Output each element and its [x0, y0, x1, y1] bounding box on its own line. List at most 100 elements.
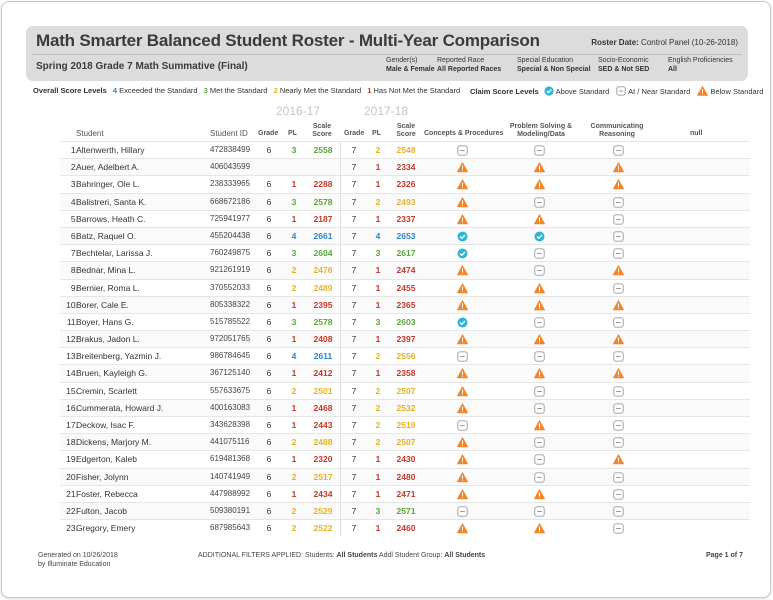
col-pl-1: PL [288, 130, 297, 137]
claim-problem-solving [534, 334, 545, 345]
claim-problem-solving [534, 351, 545, 362]
year-separator [340, 485, 341, 502]
claim-communicating [613, 145, 624, 156]
pl-2017-18: 1 [375, 282, 381, 293]
below-standard-icon [457, 385, 468, 396]
claim-problem-solving [534, 248, 545, 259]
student-id: 400163083 [210, 402, 251, 412]
near-standard-icon [534, 145, 545, 156]
scale-score-2016-17: 2558 [313, 145, 333, 155]
student-name: Bechtelar, Larissa J. [76, 248, 153, 259]
grade-2017-18: 7 [351, 420, 357, 430]
year-2016-17: 2016-17 [276, 104, 321, 118]
claim-communicating [613, 299, 624, 311]
scale-score-2016-17: 2517 [313, 471, 333, 482]
pl-2017-18: 1 [375, 265, 381, 276]
scale-score-2017-18: 2455 [396, 282, 416, 293]
grade-2017-18: 7 [351, 351, 357, 362]
pl-2016-17: 2 [291, 471, 297, 482]
pl-2017-18: 2 [375, 351, 381, 362]
grade-2017-18: 7 [351, 265, 357, 276]
year-separator [340, 279, 341, 296]
claim-concepts [457, 162, 468, 173]
grade-2017-18: 7 [351, 488, 357, 499]
pl-2017-18: 3 [375, 316, 381, 327]
table-row: 7. Bechtelar, Larissa J. 760249875 6 3 2604 7 3… [60, 244, 750, 262]
pl-2017-18: 1 [375, 471, 381, 482]
student-name: Dickens, Marjory M. [76, 437, 152, 448]
below-standard-icon [613, 179, 624, 190]
table-row: 21. Foster, Rebecca 447988992 6 1 2434 7 1 2471 [60, 484, 750, 502]
student-id: 668672186 [210, 196, 251, 206]
scale-score-2016-17: 2611 [313, 351, 333, 362]
row-number: 13. [66, 351, 78, 362]
row-number: 12. [66, 334, 78, 345]
student-id: 343628398 [210, 420, 251, 429]
student-name: Bernier, Roma L. [76, 282, 140, 293]
below-standard-icon [457, 489, 468, 499]
near-standard-icon [613, 385, 624, 397]
pl-2016-17: 3 [291, 248, 297, 259]
row-number: 18. [66, 437, 78, 448]
claim-concepts [457, 471, 468, 483]
below-standard-icon [457, 196, 468, 207]
table-row: 2. Auer, Adelbert A. 406043599 7 1 2334 [60, 158, 750, 176]
pl-2017-18: 2 [375, 402, 381, 413]
student-id: 367125140 [210, 368, 251, 378]
grade-2017-18: 7 [351, 437, 357, 448]
claim-concepts [457, 351, 468, 362]
claim-communicating [613, 196, 624, 208]
below-standard-icon [697, 86, 709, 96]
scale-score-2016-17: 2578 [313, 196, 333, 207]
overall-legend-label: Overall Score Levels [33, 86, 107, 95]
below-standard-icon [457, 471, 468, 482]
report-title: Math Smarter Balanced Student Roster - M… [36, 31, 540, 50]
student-name: Borer, Cale E. [76, 299, 129, 310]
footer-group-value: All Students [444, 552, 486, 559]
student-id: 447988992 [210, 488, 251, 498]
claim-problem-solving [534, 454, 545, 466]
student-name: Altenwerth, Hillary [76, 145, 145, 155]
row-number: 21. [66, 488, 78, 499]
scale-score-2016-17: 2661 [313, 230, 333, 241]
near-standard-icon [534, 403, 545, 414]
table-row: 6. Batz, Raquel O. 455204438 6 4 2661 7 4 2653 [60, 226, 750, 245]
pl-2017-18: 1 [375, 368, 381, 379]
table-row: 16. Cummerata, Howard J. 400163083 6 1 2468 7 2… [60, 398, 750, 416]
claim-problem-solving [534, 523, 545, 534]
below-standard-icon [457, 403, 468, 414]
year-separator [340, 159, 341, 176]
year-separator [340, 348, 341, 365]
scale-score-2017-18: 2493 [396, 196, 416, 207]
student-name: Cremin, Scarlett [76, 385, 137, 396]
filter-race: Reported Race All Reported Races [437, 57, 502, 73]
below-standard-icon [457, 265, 468, 276]
grade-2017-18: 7 [351, 334, 357, 345]
claim-concepts [457, 214, 468, 225]
near-standard-icon [534, 454, 545, 466]
student-id: 441075116 [210, 437, 250, 447]
year-separator [340, 331, 341, 348]
pl-2017-18: 1 [375, 162, 381, 173]
grade-2016-17: 6 [266, 213, 272, 224]
pl-2017-18: 2 [375, 437, 381, 448]
student-id: 509380191 [210, 505, 251, 515]
claim-concepts [457, 282, 468, 294]
pl-2016-17: 1 [291, 179, 297, 190]
near-standard-icon [534, 471, 545, 483]
grade-2017-18: 7 [351, 145, 357, 155]
student-table: 1. Altenwerth, Hillary 472838499 6 3 2558 7 2 25… [60, 141, 750, 537]
filter-special-education: Special Education Special & Non Special [517, 57, 591, 73]
grade-2016-17: 6 [266, 505, 272, 516]
near-standard-icon [457, 351, 468, 362]
scale-score-2016-17: 2320 [313, 454, 333, 465]
legend-below-standard: Below Standard [710, 87, 764, 96]
footer-students-value: All Students [336, 552, 378, 559]
col-problem-solving: Problem Solving & Modeling/Data [509, 123, 573, 138]
legend-level-1-num: 1 [367, 86, 372, 95]
col-grade-2: Grade [344, 130, 365, 137]
pl-2017-18: 3 [375, 248, 381, 259]
scale-score-2017-18: 2337 [396, 213, 416, 224]
row-number: 9. [70, 282, 78, 293]
claim-concepts [457, 317, 468, 328]
